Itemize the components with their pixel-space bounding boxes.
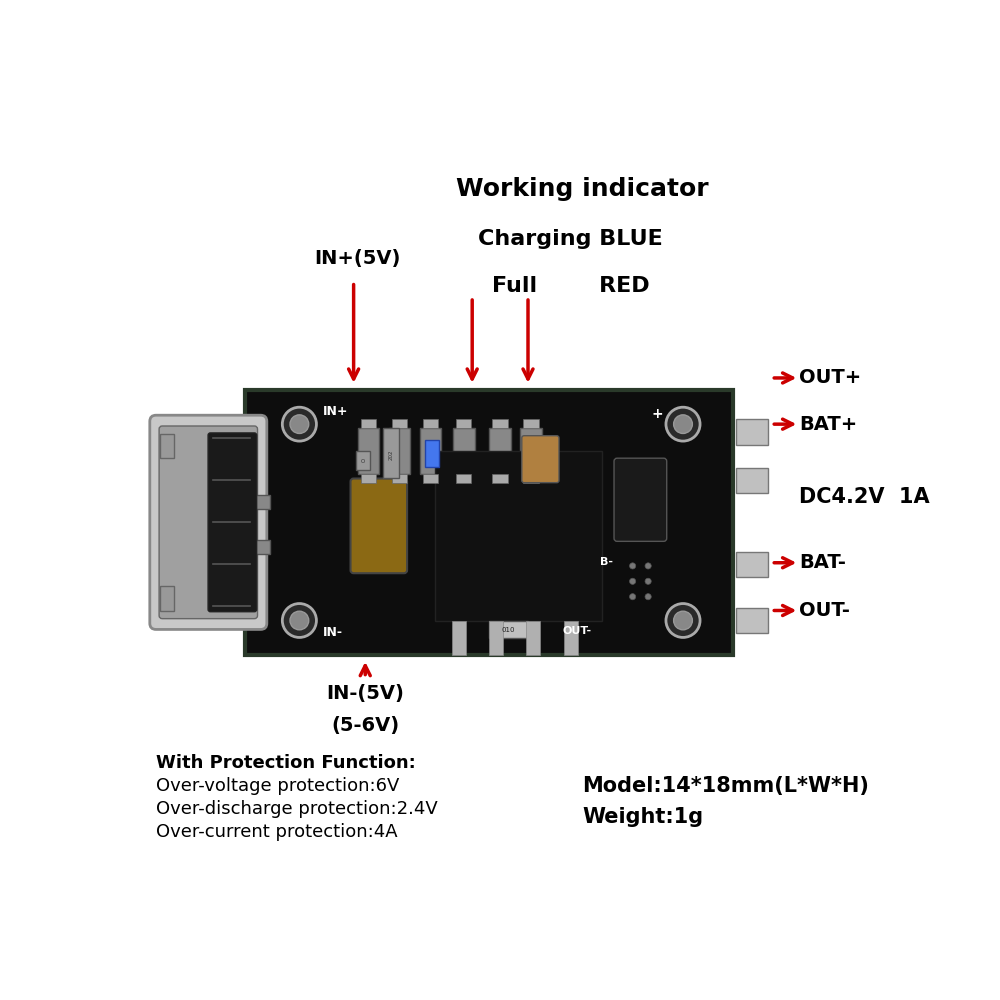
FancyBboxPatch shape: [150, 415, 267, 629]
Circle shape: [630, 578, 636, 584]
Bar: [420, 428, 441, 474]
Text: Full        RED: Full RED: [492, 276, 649, 296]
Circle shape: [630, 563, 636, 569]
Text: IN+(5V): IN+(5V): [314, 249, 401, 268]
Text: Working indicator: Working indicator: [456, 177, 709, 201]
Bar: [356, 451, 370, 470]
Bar: [423, 474, 438, 483]
Text: 202: 202: [388, 450, 393, 460]
Bar: [253, 495, 270, 509]
Circle shape: [282, 604, 316, 637]
Text: Over-voltage protection:6V: Over-voltage protection:6V: [156, 777, 399, 795]
Circle shape: [290, 611, 309, 630]
Bar: [160, 434, 174, 458]
Circle shape: [666, 407, 700, 441]
FancyBboxPatch shape: [159, 426, 258, 619]
Text: Model:14*18mm(L*W*H): Model:14*18mm(L*W*H): [582, 776, 869, 796]
Text: IN-(5V): IN-(5V): [326, 684, 404, 703]
FancyBboxPatch shape: [614, 458, 667, 541]
Bar: [492, 474, 508, 483]
Circle shape: [290, 415, 309, 433]
Circle shape: [282, 407, 316, 441]
Bar: [520, 428, 542, 474]
Bar: [392, 474, 407, 483]
Bar: [253, 540, 270, 554]
Bar: [736, 419, 768, 445]
Bar: [388, 428, 410, 474]
Text: DC4.2V  1A: DC4.2V 1A: [799, 487, 930, 507]
Bar: [245, 390, 733, 655]
Text: Over-discharge protection:2.4V: Over-discharge protection:2.4V: [156, 800, 438, 818]
Text: OUT-: OUT-: [563, 626, 592, 636]
FancyBboxPatch shape: [351, 479, 407, 573]
Bar: [453, 428, 475, 474]
Bar: [489, 428, 511, 474]
Bar: [435, 451, 602, 621]
Bar: [456, 474, 471, 483]
FancyBboxPatch shape: [208, 433, 257, 612]
Text: OUT-: OUT-: [799, 601, 850, 620]
Bar: [736, 608, 768, 633]
Text: Over-current protection:4A: Over-current protection:4A: [156, 823, 398, 841]
Bar: [523, 419, 539, 428]
Text: BAT-: BAT-: [799, 553, 846, 572]
Bar: [456, 419, 471, 428]
Bar: [361, 474, 376, 483]
Circle shape: [645, 578, 651, 584]
Bar: [489, 621, 503, 655]
Bar: [392, 419, 407, 428]
Text: 010: 010: [502, 627, 515, 633]
Bar: [489, 621, 528, 638]
Bar: [160, 586, 174, 611]
Text: IN+: IN+: [323, 405, 348, 418]
Text: Weight:1g: Weight:1g: [582, 807, 703, 827]
Circle shape: [674, 611, 692, 630]
Bar: [523, 474, 539, 483]
Text: (5-6V): (5-6V): [331, 716, 399, 735]
Bar: [361, 419, 376, 428]
Bar: [423, 419, 438, 428]
Text: BAT+: BAT+: [799, 415, 858, 434]
Text: O: O: [361, 459, 365, 464]
Text: Charging BLUE: Charging BLUE: [478, 229, 663, 249]
FancyBboxPatch shape: [522, 436, 559, 483]
Circle shape: [645, 563, 651, 569]
Text: With Protection Function:: With Protection Function:: [156, 754, 416, 772]
Bar: [564, 621, 578, 655]
Text: IN-: IN-: [323, 626, 343, 639]
Text: +: +: [652, 407, 664, 421]
Bar: [492, 419, 508, 428]
Circle shape: [630, 594, 636, 600]
Bar: [526, 621, 540, 655]
Bar: [358, 428, 379, 474]
Text: OUT+: OUT+: [799, 368, 862, 387]
Circle shape: [674, 415, 692, 433]
Bar: [245, 390, 733, 655]
Bar: [383, 428, 399, 478]
Bar: [425, 440, 439, 467]
Circle shape: [666, 604, 700, 637]
Circle shape: [645, 594, 651, 600]
Bar: [736, 552, 768, 577]
Bar: [452, 621, 466, 655]
Text: B-: B-: [600, 557, 613, 567]
Bar: [736, 468, 768, 493]
